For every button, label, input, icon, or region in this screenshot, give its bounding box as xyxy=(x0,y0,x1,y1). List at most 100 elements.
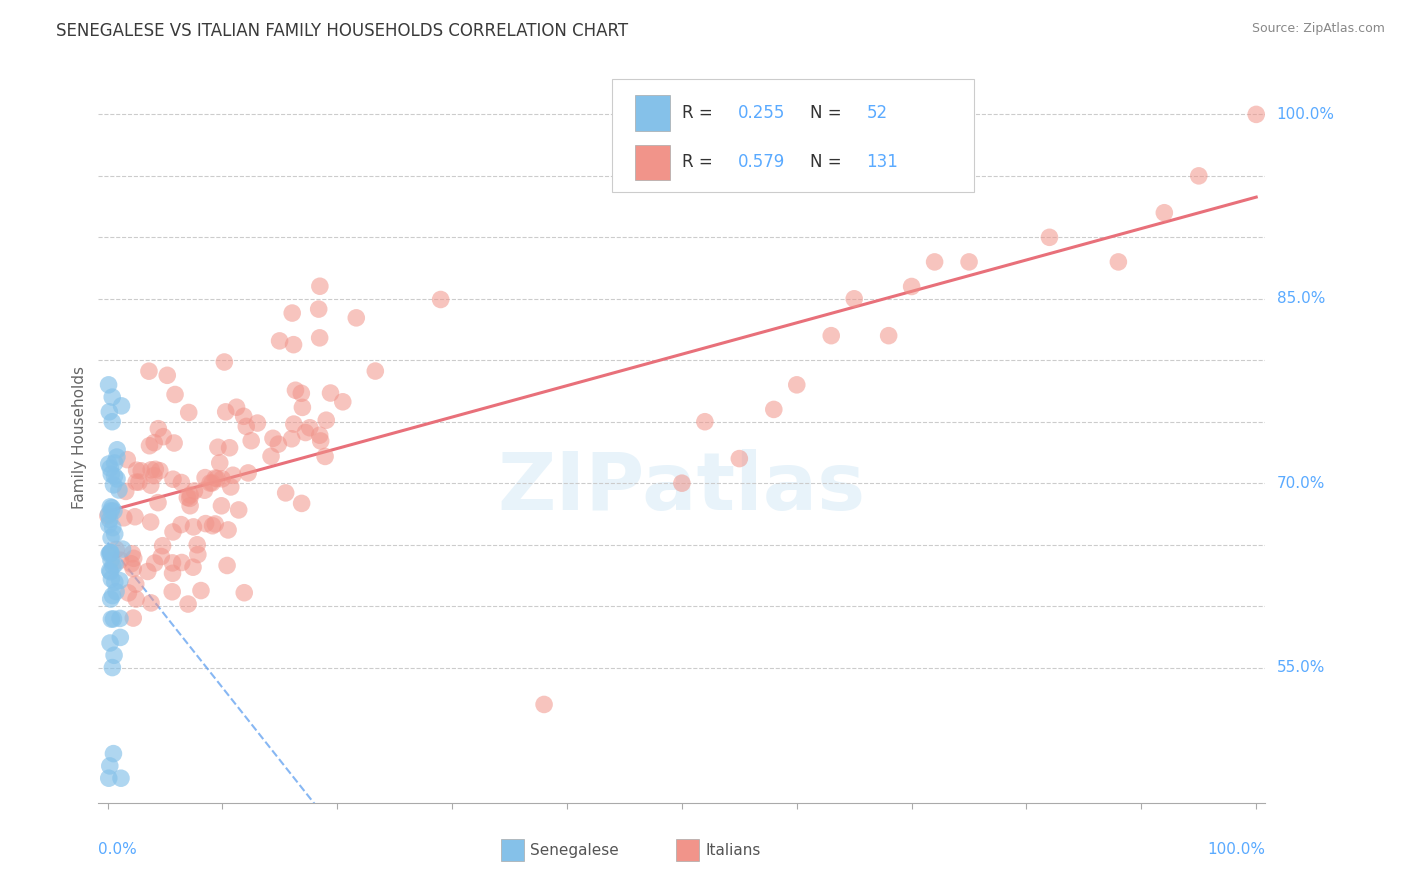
Point xyxy=(201,475,224,490)
Point xyxy=(177,405,200,419)
Point xyxy=(139,515,162,529)
Point xyxy=(160,584,183,599)
Point xyxy=(98,405,121,419)
FancyBboxPatch shape xyxy=(612,78,973,192)
Point xyxy=(104,527,127,541)
Point xyxy=(429,293,451,307)
Point xyxy=(176,491,198,505)
Point xyxy=(104,575,127,590)
Point xyxy=(786,377,808,392)
Point xyxy=(283,417,305,431)
Text: 52: 52 xyxy=(866,104,887,122)
Point xyxy=(156,368,179,383)
Point xyxy=(149,464,172,478)
Point xyxy=(762,402,785,417)
Point xyxy=(105,450,128,464)
Point xyxy=(309,434,332,448)
Point xyxy=(315,413,337,427)
Point xyxy=(314,450,336,464)
Point xyxy=(112,511,135,525)
Point xyxy=(129,464,152,478)
Point xyxy=(190,583,212,598)
Point xyxy=(308,302,330,317)
Point xyxy=(120,557,142,571)
Point xyxy=(110,553,132,567)
Point xyxy=(214,355,236,369)
Text: 0.255: 0.255 xyxy=(738,104,786,122)
Point xyxy=(319,386,342,401)
Point xyxy=(201,518,224,533)
Point xyxy=(179,488,201,502)
Point xyxy=(110,399,132,413)
Point xyxy=(105,542,128,557)
Point xyxy=(183,520,205,534)
Point xyxy=(291,401,314,415)
Bar xyxy=(501,839,524,862)
Point xyxy=(364,364,387,378)
Point xyxy=(100,592,122,607)
Text: 131: 131 xyxy=(866,153,898,171)
Point xyxy=(183,483,205,498)
Point xyxy=(344,310,367,325)
Point xyxy=(170,475,193,490)
Text: SENEGALESE VS ITALIAN FAMILY HOUSEHOLDS CORRELATION CHART: SENEGALESE VS ITALIAN FAMILY HOUSEHOLDS … xyxy=(56,22,628,40)
Point xyxy=(98,547,121,561)
Point xyxy=(101,589,124,603)
Point xyxy=(280,432,302,446)
Point xyxy=(218,441,240,455)
Point xyxy=(101,415,124,429)
Point xyxy=(141,463,163,477)
Point xyxy=(284,384,307,398)
Point xyxy=(124,509,146,524)
Text: R =: R = xyxy=(682,153,718,171)
Point xyxy=(139,478,162,492)
Point xyxy=(217,558,239,573)
Point xyxy=(181,560,204,574)
Point xyxy=(142,468,165,483)
Point xyxy=(671,476,693,491)
Point xyxy=(1153,205,1175,219)
Point xyxy=(143,462,166,476)
Y-axis label: Family Households: Family Households xyxy=(72,366,87,508)
Point xyxy=(101,500,124,515)
Point xyxy=(205,472,228,486)
Point xyxy=(101,390,124,404)
Point xyxy=(262,431,284,445)
Text: 55.0%: 55.0% xyxy=(1277,660,1324,675)
Point xyxy=(122,551,145,566)
Text: 70.0%: 70.0% xyxy=(1277,475,1324,491)
Point xyxy=(105,584,128,599)
Point xyxy=(104,456,127,470)
Point xyxy=(290,386,312,401)
Point xyxy=(298,421,321,435)
Point xyxy=(162,566,184,581)
Bar xyxy=(636,95,671,130)
Point xyxy=(103,504,125,518)
Point xyxy=(104,558,127,572)
Point xyxy=(267,437,290,451)
Bar xyxy=(676,839,699,862)
Text: 100.0%: 100.0% xyxy=(1208,842,1265,856)
Point xyxy=(170,517,193,532)
Point xyxy=(98,461,121,475)
Point xyxy=(103,469,125,483)
Point xyxy=(1244,107,1267,121)
Point xyxy=(98,636,121,650)
Point xyxy=(165,387,187,401)
Point xyxy=(125,475,148,490)
Point xyxy=(332,394,354,409)
Point xyxy=(97,508,120,523)
Point xyxy=(100,612,122,626)
Point xyxy=(122,611,145,625)
Point xyxy=(207,440,229,454)
Point xyxy=(170,556,193,570)
Point xyxy=(125,592,148,607)
Point xyxy=(291,496,314,510)
Point xyxy=(110,631,132,645)
Point xyxy=(1107,255,1129,269)
Point xyxy=(162,524,184,539)
Point xyxy=(198,476,221,491)
Point xyxy=(97,507,120,521)
Point xyxy=(240,434,263,448)
Point xyxy=(194,470,217,484)
